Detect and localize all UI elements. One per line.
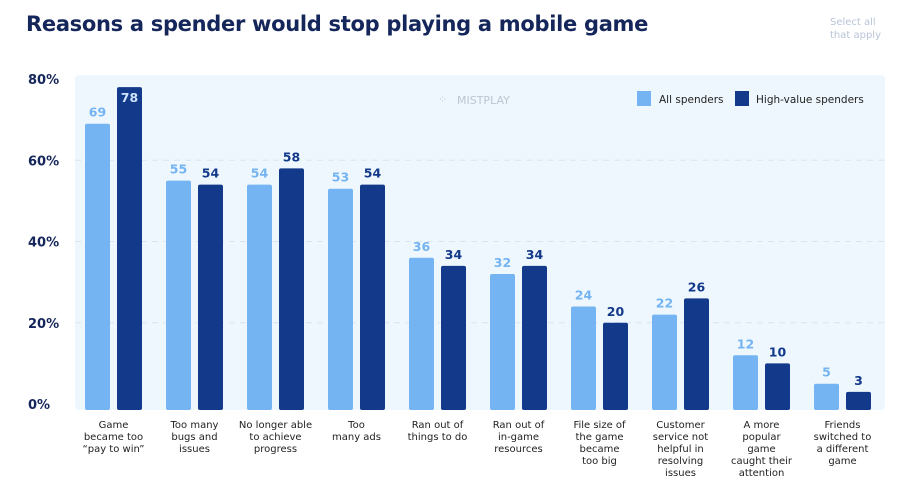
category-label: resources [494,444,542,455]
data-label: 20 [607,304,625,319]
bar [198,184,223,410]
data-label: 22 [656,296,673,311]
category-label: service not [653,432,708,443]
category-label: Too many [170,420,219,431]
legend-swatch-all [637,91,651,106]
category-label: many ads [332,432,381,443]
data-label: 69 [89,105,106,120]
category-label: became [579,444,619,455]
bar [279,168,304,410]
data-label: 53 [332,170,349,185]
data-label: 54 [364,166,382,181]
category-label: became too [84,432,143,443]
category-label: A more [744,420,780,431]
y-tick-label: 0% [28,398,50,413]
note-line: that apply [830,30,882,41]
bar [652,314,677,410]
bar [360,184,385,410]
category-label: attention [739,468,785,479]
category-label: File size of [573,420,626,431]
data-label: 3 [854,373,863,388]
category-label: Game [99,420,129,431]
category-label: too big [582,456,617,467]
data-label: 36 [413,239,431,254]
bar [409,257,434,410]
y-tick-label: 20% [28,317,59,332]
bar [166,180,191,410]
category-label: issues [665,468,696,479]
legend-label: All spenders [659,94,724,106]
data-label: 55 [170,162,187,177]
data-label: 26 [688,279,706,294]
bar [846,391,871,410]
bar [603,322,628,410]
category-label: resolving [658,456,704,467]
select-all-note: Select all that apply [830,16,900,42]
category-label: popular [742,432,781,443]
legend-label: High-value spenders [756,94,864,106]
category-label: progress [254,444,297,455]
data-label: 5 [822,365,831,380]
y-tick-label: 60% [28,154,59,169]
bar [328,188,353,410]
chart-title: Reasons a spender would stop playing a m… [26,12,649,36]
bar [522,265,547,410]
y-tick-label: 80% [28,73,59,88]
category-label: issues [179,444,210,455]
note-line: Select all [830,17,876,28]
data-label: 78 [121,90,138,105]
bar [571,306,596,410]
bar [490,274,515,410]
y-tick-label: 40% [28,236,59,251]
category-label: the game [576,432,624,443]
category-label: in-game [498,432,539,443]
category-label: caught their [731,456,793,467]
category-label: “pay to win” [83,444,145,455]
category-label: to achieve [249,432,301,443]
plot-area [75,75,885,410]
category-label: Too [347,420,365,431]
category-label: Customer [656,420,705,431]
category-label: a different [817,444,869,455]
category-label: Ran out of [493,420,545,431]
data-label: 54 [202,166,220,181]
legend-swatch-high [735,91,749,106]
bar [247,184,272,410]
category-label: Friends [825,420,861,431]
bar [733,355,758,410]
category-label: switched to [814,432,872,443]
watermark: MISTPLAY [457,94,510,107]
category-label: game [747,444,775,455]
data-label: 54 [251,166,269,181]
watermark-icon: ⁘ [438,93,447,106]
bar [85,123,110,410]
bar [117,87,142,410]
category-label: game [828,456,856,467]
data-label: 32 [494,255,511,270]
bar [441,265,466,410]
data-label: 58 [283,149,300,164]
data-label: 12 [737,336,754,351]
data-label: 34 [526,247,544,262]
data-label: 34 [445,247,463,262]
category-label: bugs and [171,432,217,443]
category-label: No longer able [239,420,312,431]
bar [765,363,790,410]
category-label: helpful in [657,444,704,455]
data-label: 10 [769,344,787,359]
data-label: 24 [575,288,593,303]
bar [814,383,839,410]
bar [684,298,709,410]
category-label: Ran out of [412,420,464,431]
category-label: things to do [408,432,468,443]
